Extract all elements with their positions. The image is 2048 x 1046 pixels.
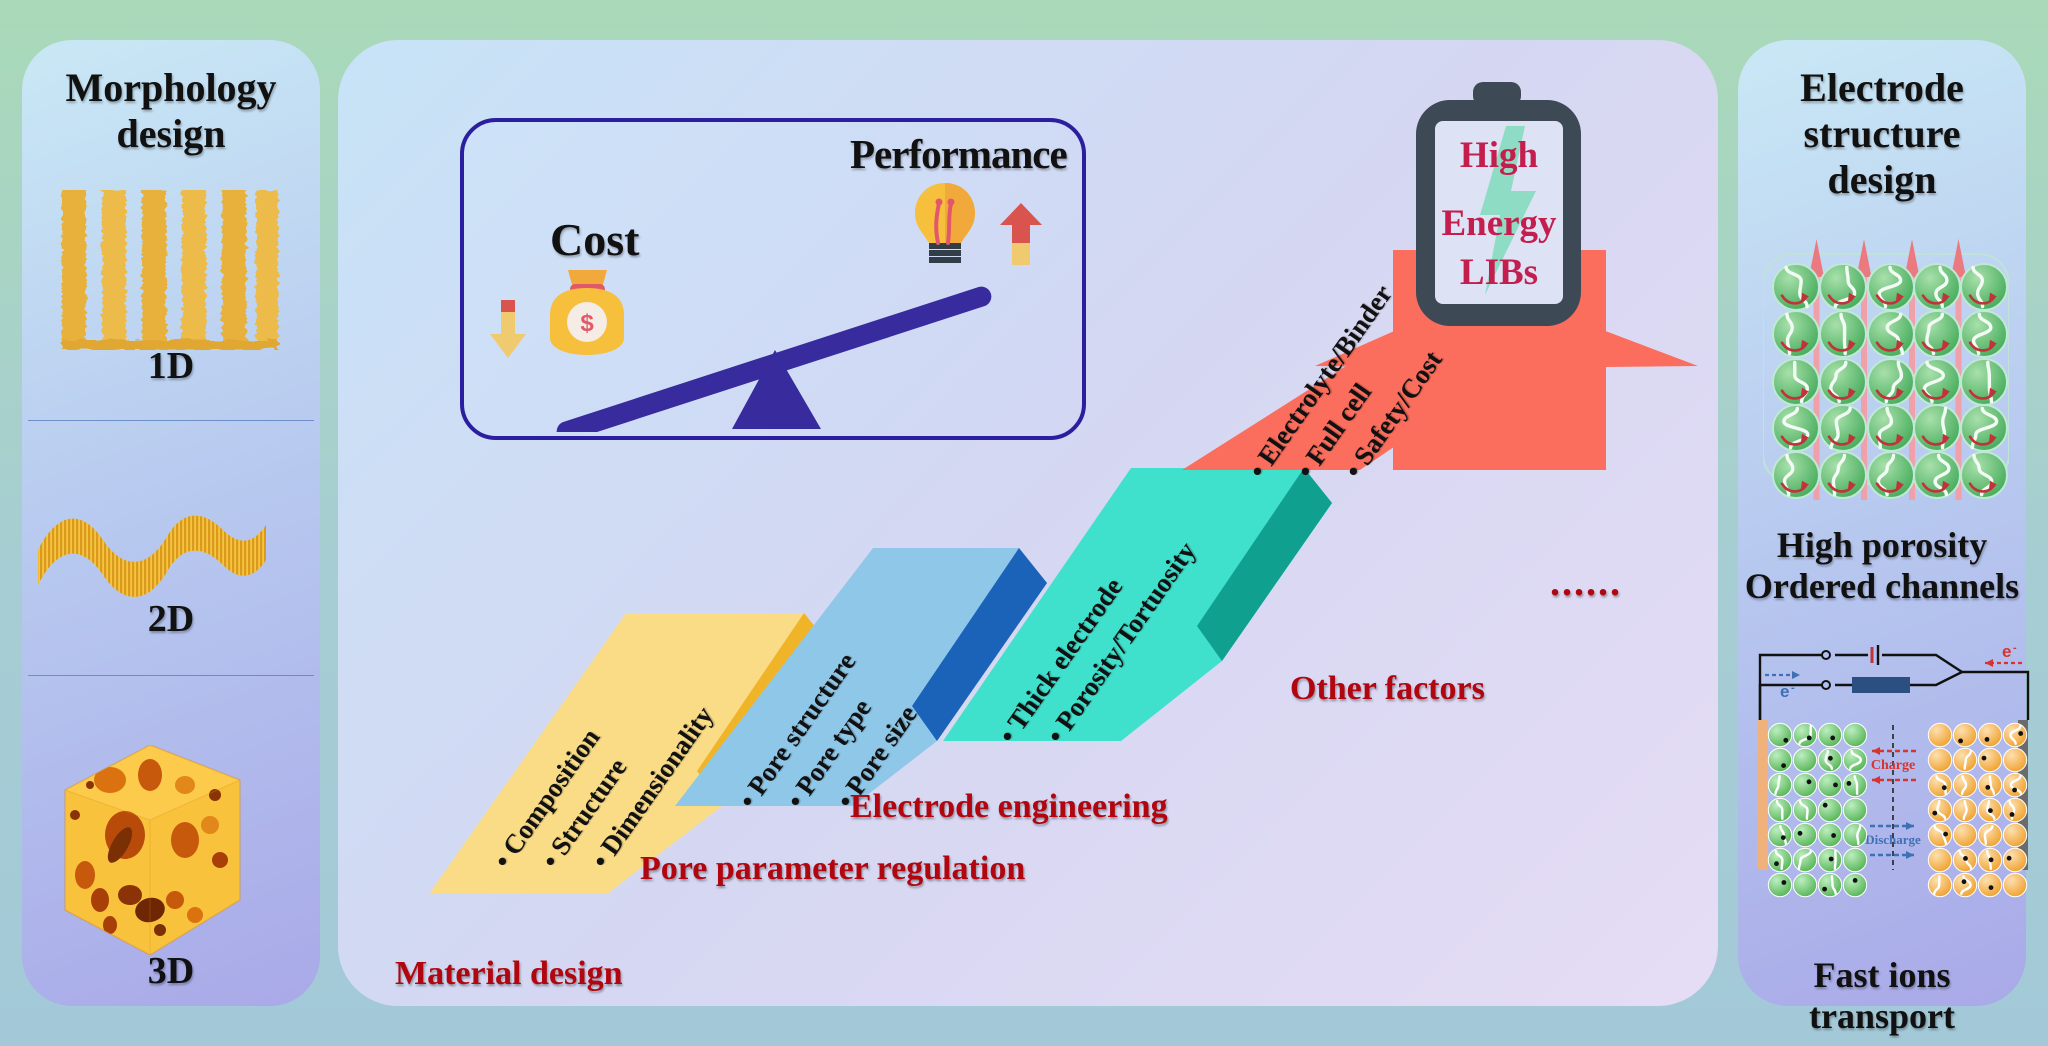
svg-text:Energy: Energy	[1441, 203, 1557, 244]
svg-text:High: High	[1460, 135, 1539, 176]
svg-text:LIBs: LIBs	[1460, 252, 1538, 293]
